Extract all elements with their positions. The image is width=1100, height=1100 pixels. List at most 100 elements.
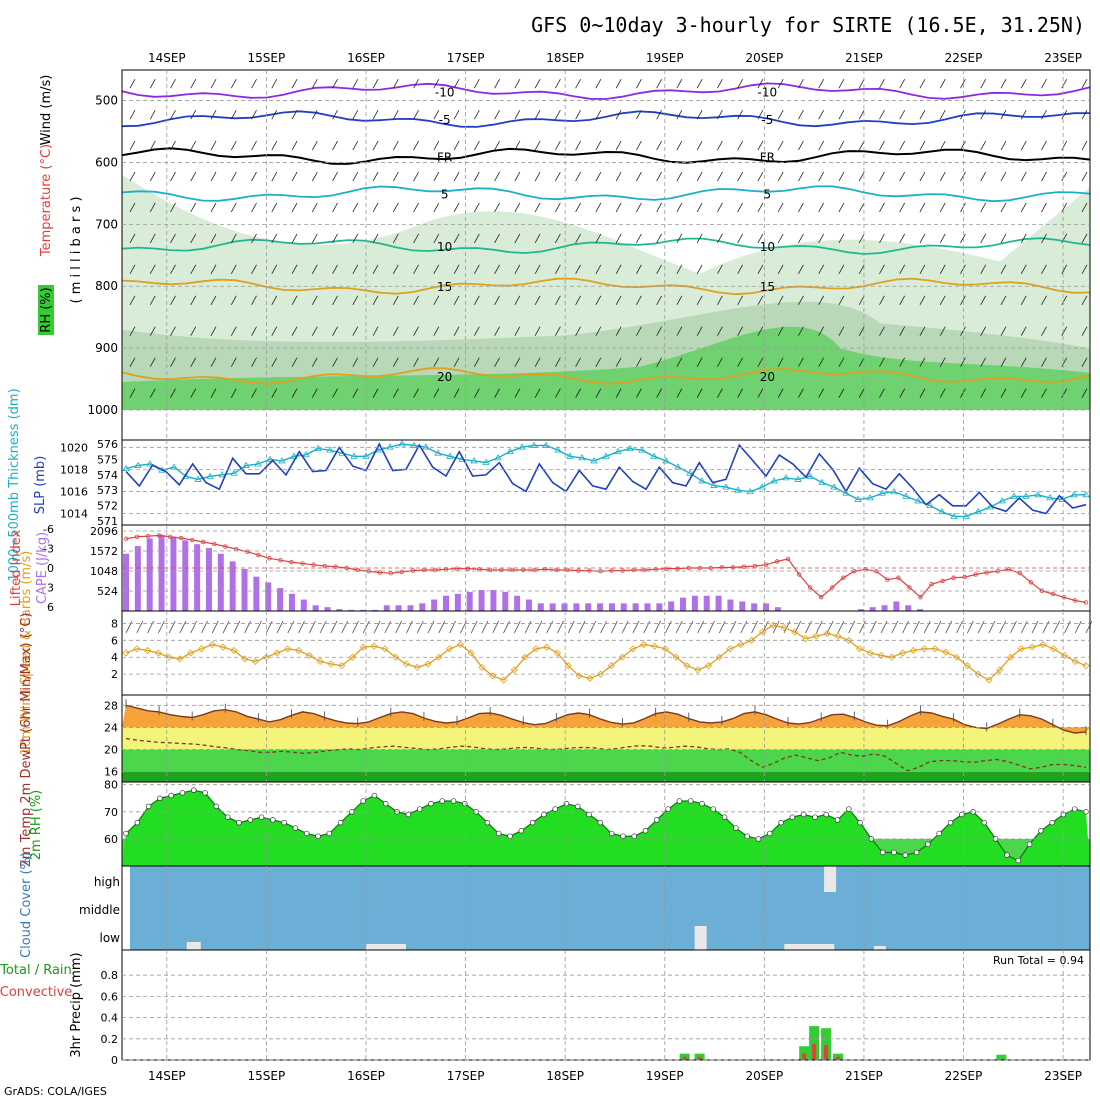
wind-barb — [372, 109, 379, 120]
wind-barb — [494, 78, 500, 89]
wind-barb-10m — [1053, 620, 1060, 634]
wind-barb — [879, 140, 885, 151]
wind-speed-marker — [187, 649, 195, 657]
wind-barb — [190, 233, 197, 244]
legend-convective: Convective — [0, 985, 72, 1000]
wind-barb — [777, 357, 784, 367]
rh-marker — [337, 819, 344, 826]
wind-barb — [636, 171, 642, 182]
wind-barb — [879, 171, 885, 182]
isotherm-line — [121, 367, 1091, 385]
wind-barb — [737, 326, 744, 336]
rh-marker — [631, 833, 637, 839]
thickness-marker — [254, 460, 262, 467]
wind-barb-10m — [988, 620, 996, 634]
li-tick: 0 — [47, 562, 54, 575]
wind-speed-marker — [348, 653, 357, 661]
wind-barb-10m — [395, 620, 403, 634]
wind-barb — [717, 78, 723, 89]
thickness-marker — [206, 472, 214, 479]
thickness-marker — [1022, 492, 1030, 499]
wind-barb — [392, 357, 399, 367]
isotherm-label: 5 — [764, 187, 772, 201]
wind-speed-marker — [586, 674, 594, 682]
wind-barb — [798, 295, 804, 305]
wind-barb — [575, 264, 581, 275]
wind-barb — [1081, 171, 1088, 182]
cape-bar — [680, 597, 687, 611]
wind-barb — [149, 78, 156, 89]
wind-barb-10m — [503, 620, 510, 634]
cape-bar — [774, 607, 781, 611]
wind-barb — [311, 264, 318, 275]
wind-barb — [190, 202, 197, 213]
wind-barb — [534, 326, 541, 336]
wind-barb — [595, 264, 602, 275]
wind-speed-marker — [154, 649, 162, 657]
wind-barb — [494, 140, 500, 151]
wind-barb — [453, 202, 460, 213]
lifted-index-marker — [818, 595, 824, 600]
wind-barb — [291, 78, 298, 89]
cape-bar — [194, 544, 201, 611]
lifted-index-marker — [388, 571, 394, 576]
wind-barb — [757, 264, 764, 275]
thickness-tick: 571 — [97, 515, 118, 528]
wind-barb-10m — [664, 620, 672, 634]
wind-speed-marker — [726, 645, 734, 653]
wind-speed-marker — [769, 621, 777, 629]
li-tick: -6 — [43, 523, 54, 536]
date-label-bottom: 20SEP — [745, 1069, 783, 1083]
rh-marker — [891, 849, 897, 856]
precip-convective-bar — [836, 1056, 841, 1060]
wind-barb — [1020, 295, 1027, 305]
cape-bar — [620, 603, 627, 611]
wind-barb — [555, 233, 561, 244]
wind-barb — [676, 295, 683, 305]
date-label-bottom: 16SEP — [347, 1069, 385, 1083]
wind-barb — [899, 233, 906, 244]
thickness-marker — [1082, 491, 1090, 498]
rh-shading-high — [122, 326, 1090, 410]
thickness-marker — [434, 449, 442, 456]
wind-barb — [858, 295, 865, 305]
isotherm-label: 5 — [441, 187, 449, 201]
wind-barb — [413, 357, 419, 367]
wind-barb — [595, 388, 602, 398]
wind-barb — [939, 140, 946, 151]
rh-marker — [303, 830, 310, 837]
wind-barb — [879, 233, 885, 244]
wind-barb — [251, 326, 257, 336]
wind-speed-marker — [510, 666, 518, 674]
rh-marker — [416, 806, 423, 812]
wind-barb — [919, 109, 926, 120]
rh-marker — [1026, 841, 1033, 848]
wind-barb — [737, 78, 744, 89]
wind-barb — [210, 202, 217, 213]
rh-marker — [676, 798, 683, 804]
wind-barb — [230, 78, 237, 89]
date-label-bottom: 15SEP — [248, 1069, 286, 1083]
rh-marker — [913, 849, 920, 856]
wind-barb — [494, 357, 500, 367]
cape-bar — [763, 603, 769, 611]
wind-barb — [1041, 357, 1047, 367]
precip-total-bar — [809, 1026, 820, 1060]
rh-marker — [608, 830, 615, 837]
wind-barb-10m — [276, 620, 284, 634]
lifted-index-marker — [763, 562, 769, 567]
wind-barb-10m — [406, 620, 413, 634]
wind-barb-10m — [966, 620, 974, 634]
thickness-marker — [854, 495, 862, 502]
wind-barb — [332, 357, 338, 367]
wind-barb — [696, 171, 703, 182]
wind-barb-10m — [578, 620, 586, 634]
thickness-marker — [1070, 491, 1078, 498]
wind-barb-10m — [1020, 620, 1028, 634]
thickness-marker — [566, 452, 574, 459]
wind-barb — [1020, 202, 1027, 213]
thickness-marker — [962, 512, 970, 519]
wind-barb — [636, 233, 642, 244]
pressure-tick: 900 — [95, 341, 118, 355]
wind-barb — [899, 140, 906, 151]
